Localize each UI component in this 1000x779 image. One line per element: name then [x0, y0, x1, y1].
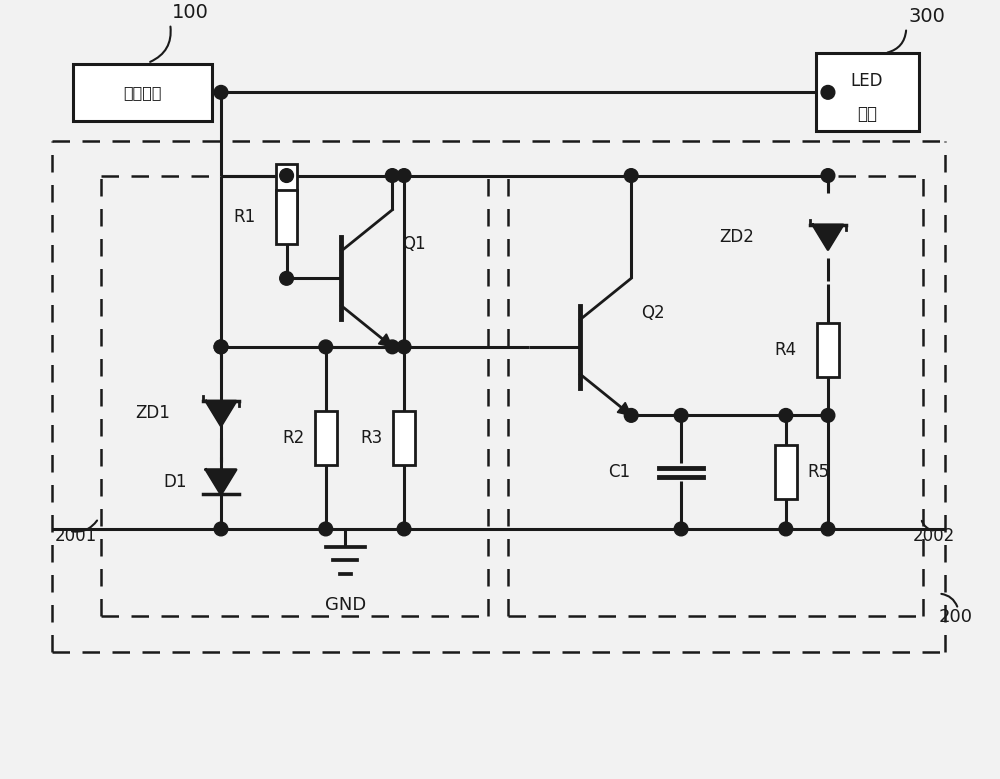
- Circle shape: [821, 522, 835, 536]
- Text: ZD1: ZD1: [135, 404, 170, 422]
- Bar: [276, 190, 297, 244]
- Text: ZD2: ZD2: [720, 228, 755, 246]
- Text: R3: R3: [360, 429, 383, 447]
- Polygon shape: [206, 470, 236, 495]
- Bar: [393, 411, 415, 465]
- Bar: [775, 446, 797, 499]
- Text: R4: R4: [775, 340, 797, 359]
- Circle shape: [674, 408, 688, 422]
- Circle shape: [397, 169, 411, 182]
- Text: C1: C1: [608, 464, 630, 481]
- Circle shape: [624, 169, 638, 182]
- Bar: [276, 164, 297, 217]
- Polygon shape: [813, 225, 843, 249]
- Text: 2002: 2002: [913, 527, 955, 545]
- Circle shape: [214, 522, 228, 536]
- Bar: [816, 53, 919, 132]
- Polygon shape: [617, 403, 631, 415]
- Circle shape: [821, 408, 835, 422]
- Text: R1: R1: [233, 208, 255, 226]
- Circle shape: [214, 340, 228, 354]
- Circle shape: [280, 272, 293, 285]
- Text: 200: 200: [939, 608, 973, 626]
- Circle shape: [319, 522, 333, 536]
- Circle shape: [214, 86, 228, 99]
- Bar: [315, 411, 337, 465]
- Circle shape: [397, 522, 411, 536]
- Circle shape: [214, 340, 228, 354]
- Text: 直流电源: 直流电源: [123, 85, 162, 100]
- Circle shape: [385, 169, 399, 182]
- Text: Q1: Q1: [402, 235, 426, 253]
- Circle shape: [319, 340, 333, 354]
- Text: 负载: 负载: [857, 105, 877, 123]
- Text: GND: GND: [325, 595, 366, 614]
- Circle shape: [821, 169, 835, 182]
- Text: Q2: Q2: [641, 304, 665, 322]
- Circle shape: [397, 340, 411, 354]
- Text: 100: 100: [172, 3, 209, 22]
- Text: R2: R2: [282, 429, 304, 447]
- Bar: [817, 323, 839, 377]
- Circle shape: [779, 522, 793, 536]
- Circle shape: [280, 169, 293, 182]
- Bar: [73, 64, 212, 121]
- Text: LED: LED: [851, 72, 883, 90]
- Circle shape: [385, 340, 399, 354]
- Polygon shape: [206, 401, 236, 426]
- Circle shape: [624, 408, 638, 422]
- Text: D1: D1: [163, 473, 187, 491]
- Text: 300: 300: [908, 7, 945, 26]
- Circle shape: [674, 522, 688, 536]
- Text: 2001: 2001: [55, 527, 97, 545]
- Circle shape: [779, 408, 793, 422]
- Circle shape: [821, 86, 835, 99]
- Text: R5: R5: [807, 464, 830, 481]
- Polygon shape: [378, 334, 392, 347]
